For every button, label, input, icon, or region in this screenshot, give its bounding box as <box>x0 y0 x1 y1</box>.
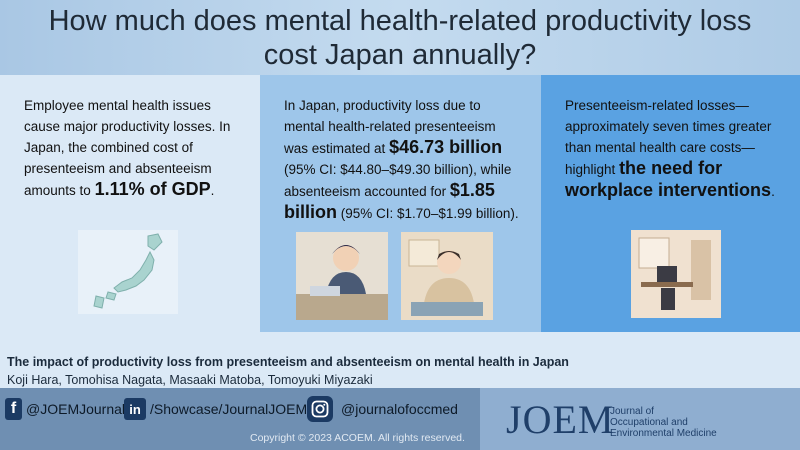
instagram-handle: @journalofoccmed <box>341 401 458 417</box>
journal-name: Journal of Occupational and Environmenta… <box>610 406 717 439</box>
japan-map-illustration <box>78 230 178 314</box>
facebook-link[interactable]: f @JOEMJournal <box>5 398 125 420</box>
panel-gdp-text: Employee mental health issues cause majo… <box>24 95 240 201</box>
linkedin-handle: /Showcase/JournalJOEM <box>150 401 308 417</box>
panel-interventions-end: . <box>771 184 775 199</box>
joem-logo-area <box>480 388 800 450</box>
panel-costs: In Japan, productivity loss due to menta… <box>260 75 541 332</box>
journal-name-line3: Environmental Medicine <box>610 428 717 439</box>
panel-costs-text: In Japan, productivity loss due to menta… <box>284 95 521 224</box>
linkedin-link[interactable]: in /Showcase/JournalJOEM <box>124 398 307 420</box>
article-title: The impact of productivity loss from pre… <box>7 355 569 369</box>
journal-name-line2: Occupational and <box>610 417 688 428</box>
presenteeism-text: In Japan, productivity loss due to menta… <box>284 98 496 156</box>
stressed-worker-illustration <box>296 232 388 320</box>
presenteeism-value: $46.73 billion <box>389 137 503 157</box>
panel-interventions-body: Presenteeism-related losses—approximatel… <box>565 98 772 177</box>
gdp-highlight: 1.11% of GDP <box>94 179 211 199</box>
facebook-handle: @JOEMJournal <box>26 401 126 417</box>
page-title: How much does mental health-related prod… <box>48 4 752 71</box>
article-authors: Koji Hara, Tomohisa Nagata, Masaaki Mato… <box>7 373 373 387</box>
header: How much does mental health-related prod… <box>0 0 800 75</box>
sick-person-illustration <box>401 232 493 320</box>
interventions-highlight: the need for workplace interventions <box>565 158 772 200</box>
journal-name-line1: Journal of <box>610 406 654 417</box>
panel-gdp: Employee mental health issues cause majo… <box>0 75 260 332</box>
empty-desk-illustration <box>631 230 721 318</box>
citation: The impact of productivity loss from pre… <box>0 332 800 388</box>
instagram-icon <box>307 396 333 422</box>
panel-gdp-end: . <box>210 183 215 198</box>
copyright: Copyright © 2023 ACOEM. All rights reser… <box>250 432 465 444</box>
panel-interventions: Presenteeism-related losses—approximatel… <box>541 75 800 332</box>
presenteeism-ci: (95% CI: $44.80–$49.30 billion), while a… <box>284 162 512 199</box>
joem-logo: JOEM <box>506 397 615 442</box>
panel-gdp-body: Employee mental health issues cause majo… <box>24 98 231 198</box>
facebook-icon: f <box>5 398 22 420</box>
absenteeism-value: $1.85 billion <box>284 180 495 222</box>
absenteeism-ci: (95% CI: $1.70–$1.99 billion). <box>340 206 519 221</box>
panel-interventions-text: Presenteeism-related losses—approximatel… <box>565 95 780 202</box>
linkedin-icon: in <box>124 398 146 420</box>
instagram-link[interactable]: @journalofoccmed <box>307 396 458 422</box>
